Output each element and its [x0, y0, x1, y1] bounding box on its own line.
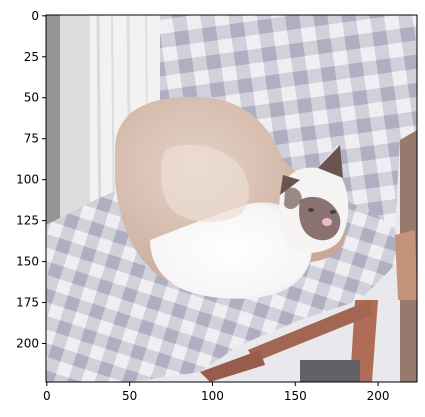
- x-tick-label: 200: [367, 389, 390, 403]
- y-tick-label: 0: [31, 9, 39, 23]
- y-tick-label: 50: [24, 91, 39, 105]
- y-tick-label: 75: [24, 132, 39, 146]
- y-tick-label: 200: [16, 336, 39, 350]
- axes-frame: [45, 14, 418, 383]
- y-tick-label: 125: [16, 214, 39, 228]
- x-tick-label: 100: [201, 389, 224, 403]
- x-tick-label: 50: [122, 389, 137, 403]
- y-tick-label: 100: [16, 173, 39, 187]
- cat-photo: [46, 15, 417, 382]
- y-tick-label: 150: [16, 255, 39, 269]
- y-tick-label: 25: [24, 50, 39, 64]
- y-axis: 0 25 50 75 100 125 150 175 200: [16, 9, 46, 350]
- x-tick-label: 150: [284, 389, 307, 403]
- x-tick-label: 0: [43, 389, 51, 403]
- x-axis: 0 50 100 150 200: [43, 382, 390, 403]
- y-tick-label: 175: [16, 296, 39, 310]
